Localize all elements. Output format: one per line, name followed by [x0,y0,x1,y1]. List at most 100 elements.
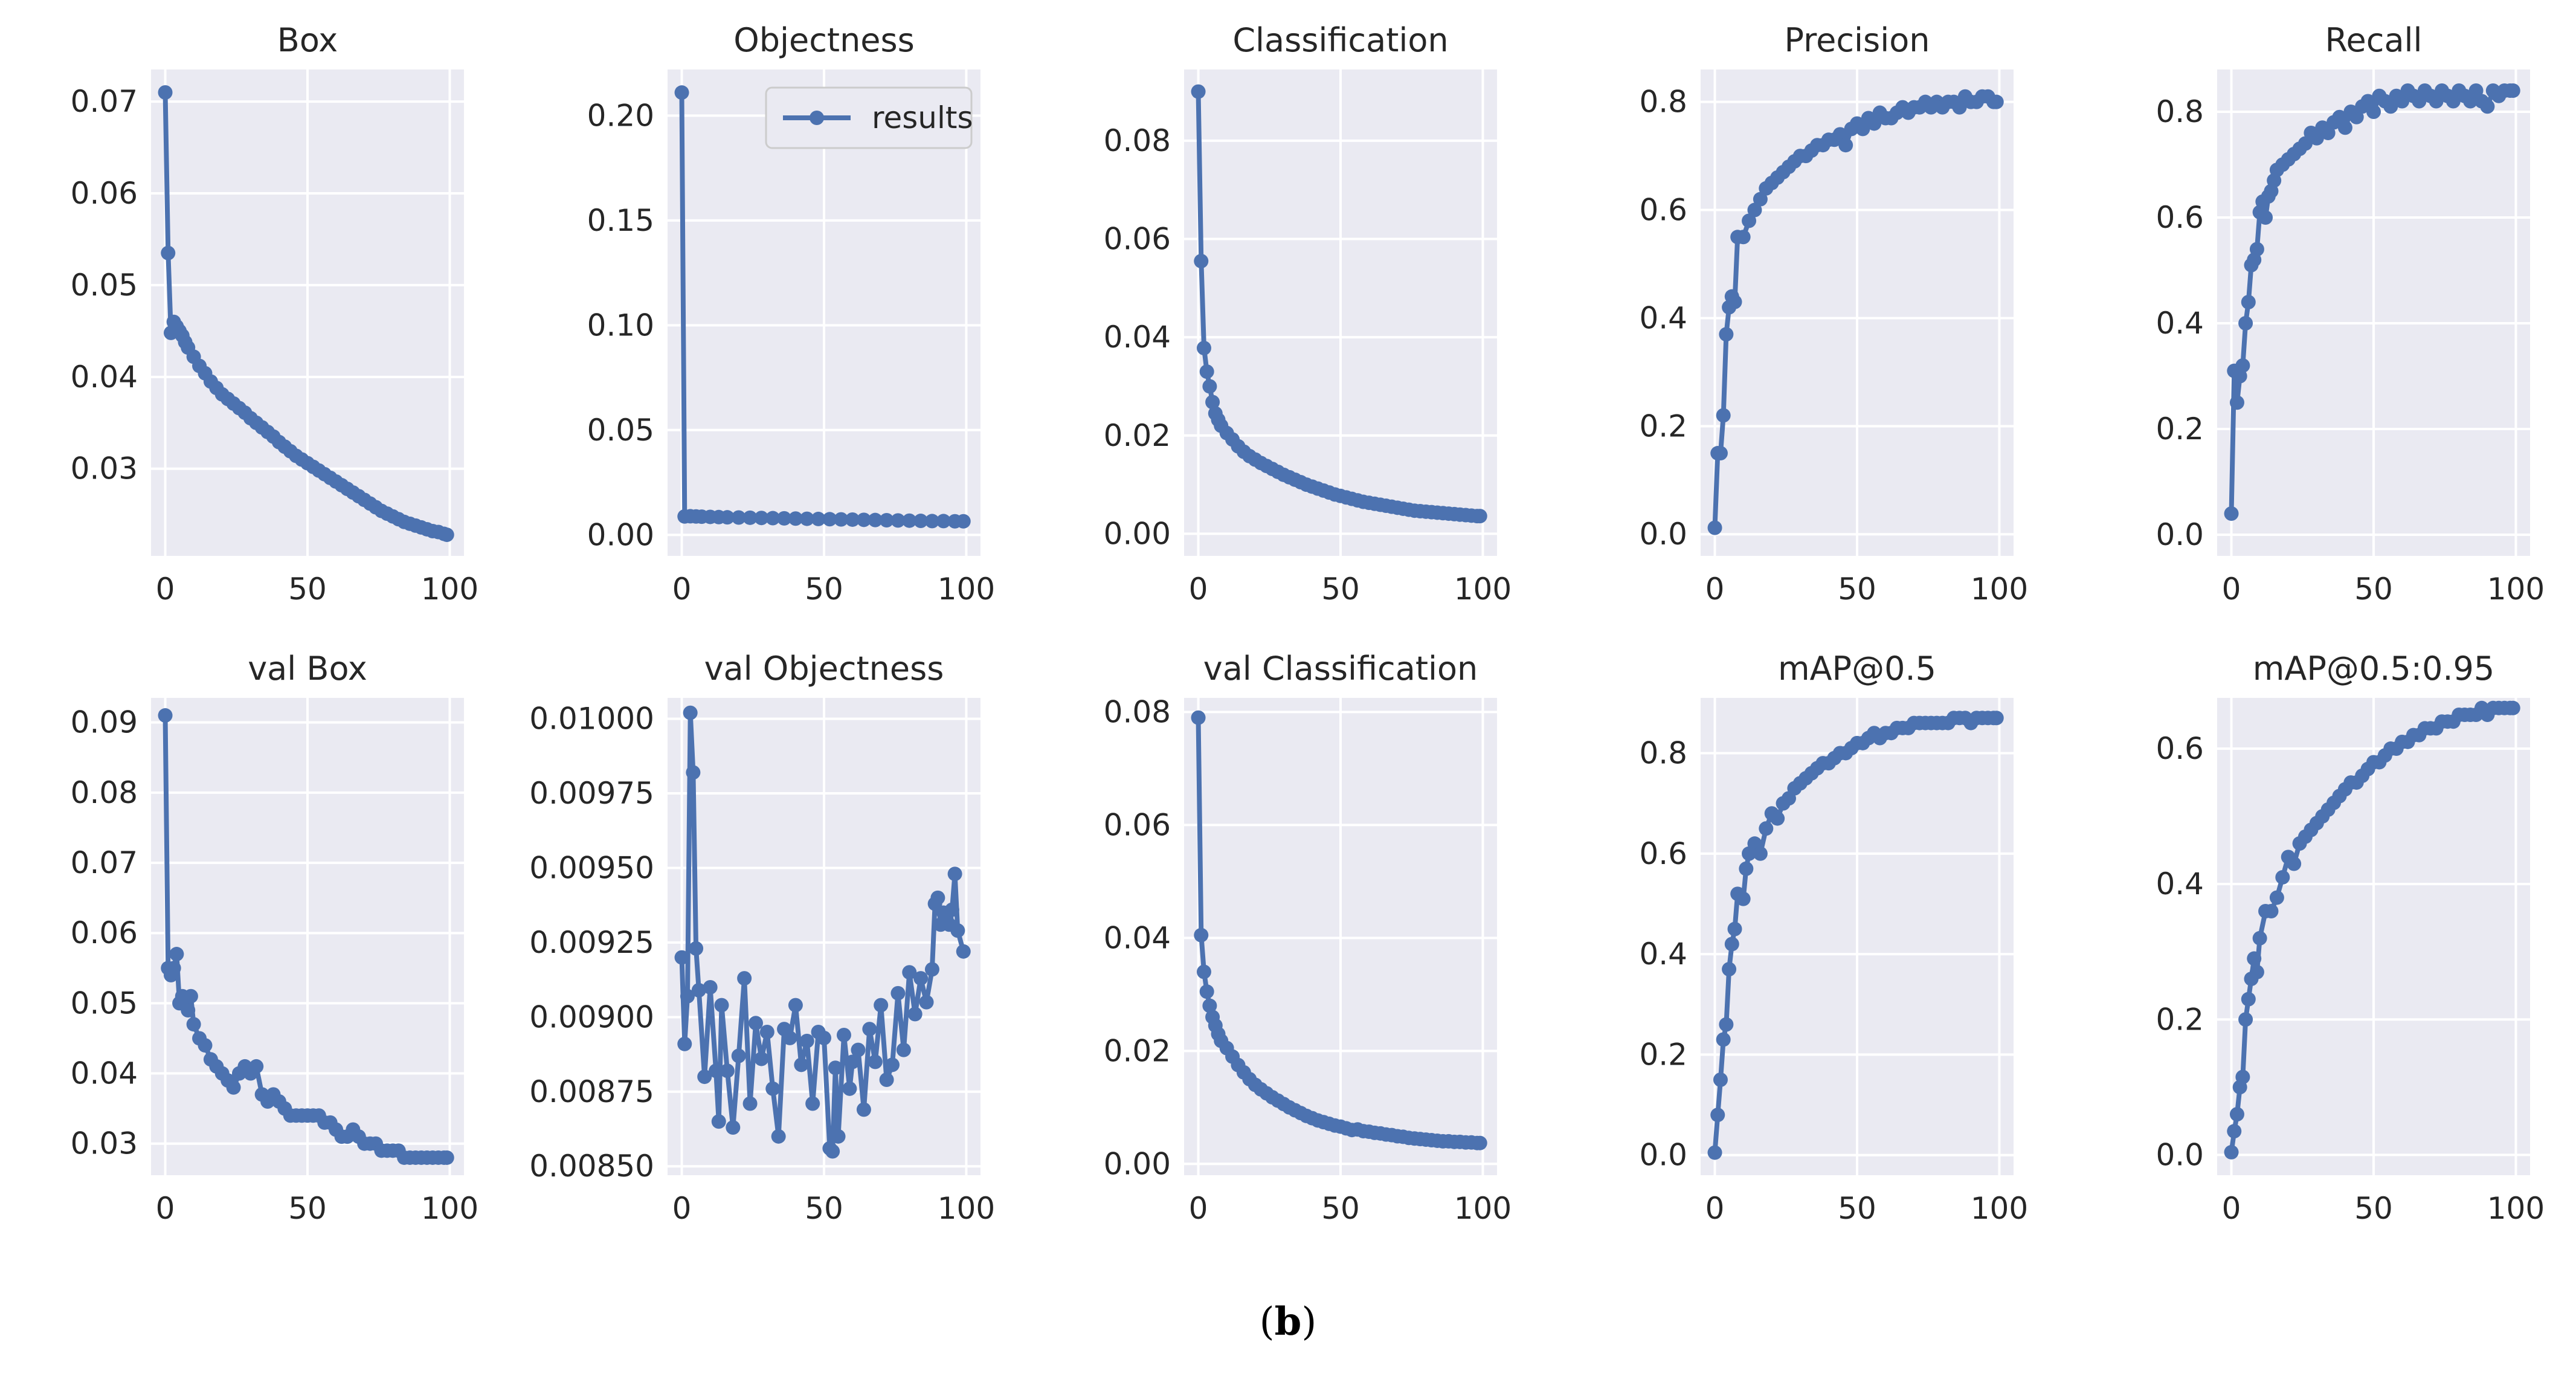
y-tick-label: 0.6 [1639,836,1687,871]
data-point [828,1060,843,1076]
y-tick-label: 0.2 [2156,1002,2204,1037]
y-tick-label: 0.8 [2156,94,2204,129]
data-point [683,705,698,720]
data-point [2275,869,2290,885]
data-point [2241,992,2256,1007]
data-point [1707,1145,1722,1160]
data-point [890,985,906,1001]
caption-open: ( [1259,1300,1275,1344]
data-point [686,765,701,780]
data-point [1759,821,1774,836]
chart-panel-5: 0 50 100 0.0 0.2 0.4 0.6 0.8 Recall [2156,21,2545,607]
y-tick-label: 0.00925 [529,925,654,960]
data-point [868,1054,883,1069]
y-tick-label: 0.04 [71,1056,138,1091]
chart-title: val Box [248,650,367,688]
data-point [703,979,718,995]
data-point [930,890,945,905]
chart-title: Recall [2325,21,2422,59]
data-point [158,708,173,723]
data-point [689,941,704,956]
y-tick-label: 0.08 [1104,694,1171,729]
x-tick-label: 0 [1705,572,1725,607]
data-point [1989,94,2004,109]
chart-title: Objectness [733,21,915,59]
data-point [2224,506,2239,521]
data-point [2366,105,2381,119]
data-point [697,1069,712,1085]
y-tick-label: 0.0 [1639,1138,1687,1173]
data-point [2235,1069,2250,1085]
y-tick-label: 0.2 [1639,408,1687,443]
x-tick-label: 0 [1189,572,1208,607]
data-point [439,1150,454,1165]
data-point [1989,711,2004,726]
data-point [2252,931,2267,946]
data-point [862,1022,877,1037]
y-tick-label: 0.00975 [529,776,654,811]
data-point [1722,962,1737,977]
chart-title: val Objectness [704,650,944,688]
data-point [1191,710,1206,725]
data-point [1196,341,1211,356]
y-tick-label: 0.8 [1639,85,1687,120]
y-tick-label: 0.09 [71,705,138,740]
data-point [714,998,729,1013]
data-point [924,962,939,977]
data-point [1710,1108,1725,1123]
y-tick-label: 0.2 [2156,411,2204,447]
y-tick-label: 0.6 [1639,193,1687,228]
y-tick-label: 0.06 [71,915,138,950]
y-tick-label: 0.00900 [529,999,654,1034]
data-point [788,998,803,1013]
data-point [765,1081,781,1096]
data-point [2238,316,2253,331]
data-point [680,989,695,1004]
x-tick-label: 50 [288,1191,327,1226]
data-point [2229,1107,2244,1122]
x-tick-label: 100 [1454,572,1512,607]
data-point [1727,294,1742,309]
data-point [919,995,934,1010]
data-point [868,512,883,527]
chart-panel-3: 0 50 100 0.00 0.02 0.04 0.06 0.08 Classification [1104,21,1512,607]
caption-close: ) [1301,1300,1317,1344]
figure-caption: (b) [0,1299,2576,1344]
data-point [754,1051,769,1066]
data-point [720,510,735,525]
data-point [1196,964,1211,979]
y-tick-label: 0.0 [2156,1137,2204,1172]
data-point [777,511,792,526]
data-point [950,923,965,938]
data-point [181,1002,196,1018]
data-point [842,1081,857,1096]
chart-panel-1: 0 50 100 0.03 0.04 0.05 0.06 0.07 Box [71,21,479,607]
x-tick-label: 0 [672,1191,692,1226]
data-point [1736,891,1751,906]
x-tick-label: 100 [2487,1191,2545,1226]
data-point [2480,99,2495,114]
x-tick-label: 100 [421,1191,478,1226]
data-point [711,1114,726,1129]
data-point [2241,295,2256,309]
chart-title: Box [277,21,338,59]
data-point [1753,846,1768,861]
y-tick-label: 0.4 [2156,306,2204,341]
y-tick-label: 0.08 [1104,123,1171,158]
y-tick-label: 0.00 [1104,516,1171,551]
data-point [856,512,871,527]
data-point [183,989,198,1004]
data-point [947,866,962,882]
data-point [902,965,917,980]
data-point [1867,116,1882,131]
data-point [1747,202,1762,218]
x-tick-label: 50 [1838,1191,1876,1226]
data-point [726,1120,741,1135]
y-tick-label: 0.4 [2156,866,2204,901]
data-point [166,961,181,976]
data-point [2224,1144,2239,1160]
x-tick-label: 0 [2222,1191,2241,1226]
y-tick-label: 0.03 [71,1126,138,1161]
data-point [1472,1135,1487,1150]
